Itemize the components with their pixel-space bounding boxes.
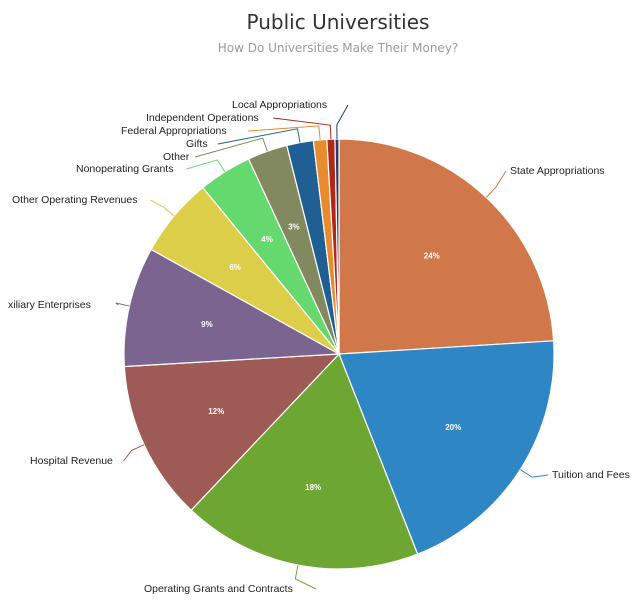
slice-state-appropriations[interactable] bbox=[338, 138, 555, 355]
label-tuition-and-fees: Tuition and Fees bbox=[552, 469, 630, 481]
label-other: Other bbox=[163, 151, 190, 163]
label-leader-lines bbox=[115, 104, 549, 590]
slice-tuition-and-fees[interactable] bbox=[338, 340, 555, 555]
label-nonoperating-grants: Nonoperating Grants bbox=[76, 163, 173, 175]
leader-line-xiliary-enterprises bbox=[115, 302, 130, 307]
label-local-appropriations: Local Appropriations bbox=[232, 99, 327, 111]
leader-line-tuition-and-fees bbox=[520, 469, 549, 478]
slice-operating-grants-and-contracts[interactable] bbox=[190, 352, 419, 570]
label-federal-appropriations: Federal Appropriations bbox=[121, 125, 227, 137]
label-gifts: Gifts bbox=[186, 138, 208, 150]
label-other-operating-revenues: Other Operating Revenues bbox=[12, 194, 138, 206]
chart-subtitle: How Do Universities Make Their Money? bbox=[218, 41, 459, 55]
leader-line-independent-operations bbox=[273, 117, 332, 140]
leader-line-gifts bbox=[217, 128, 301, 145]
leader-line-hospital-revenue bbox=[123, 444, 145, 462]
pct-label-other-operating-revenues: 6% bbox=[229, 263, 241, 272]
leader-line-other bbox=[194, 137, 268, 158]
label-operating-grants-and-contracts: Operating Grants and Contracts bbox=[144, 583, 293, 595]
pct-label-hospital-revenue: 12% bbox=[208, 407, 224, 416]
leader-line-federal-appropriations bbox=[248, 125, 321, 140]
leader-line-nonoperating-grants bbox=[186, 159, 226, 173]
pct-label-nonoperating-grants: 4% bbox=[261, 235, 273, 244]
pct-label-xiliary-enterprises: 9% bbox=[201, 320, 213, 329]
pct-label-state-appropriations: 24% bbox=[424, 251, 440, 260]
leader-line-state-appropriations bbox=[485, 170, 507, 198]
percentage-labels: 24% 20% 18% 12% 9% 6% 4% 3% bbox=[201, 222, 461, 492]
leader-line-operating-grants-and-contracts bbox=[294, 564, 317, 590]
slice-xiliary-enterprises[interactable] bbox=[123, 248, 342, 368]
label-state-appropriations: State Appropriations bbox=[510, 165, 605, 177]
slice-hospital-revenue[interactable] bbox=[123, 353, 341, 512]
chart-title: Public Universities bbox=[247, 10, 430, 34]
label-independent-operations: Independent Operations bbox=[146, 112, 259, 124]
leader-line-other-operating-revenues bbox=[150, 199, 175, 217]
pie-slices bbox=[123, 138, 555, 570]
label-hospital-revenue: Hospital Revenue bbox=[30, 455, 113, 467]
slice-labels: State Appropriations Tuition and Fees Oper… bbox=[8, 99, 630, 595]
label-xiliary-enterprises: xiliary Enterprises bbox=[8, 299, 91, 311]
pct-label-other: 3% bbox=[288, 222, 300, 231]
pct-label-tuition-and-fees: 20% bbox=[445, 423, 461, 432]
pct-label-operating-grants-and-contracts: 18% bbox=[305, 483, 321, 492]
leader-line-local-appropriations bbox=[336, 104, 349, 140]
